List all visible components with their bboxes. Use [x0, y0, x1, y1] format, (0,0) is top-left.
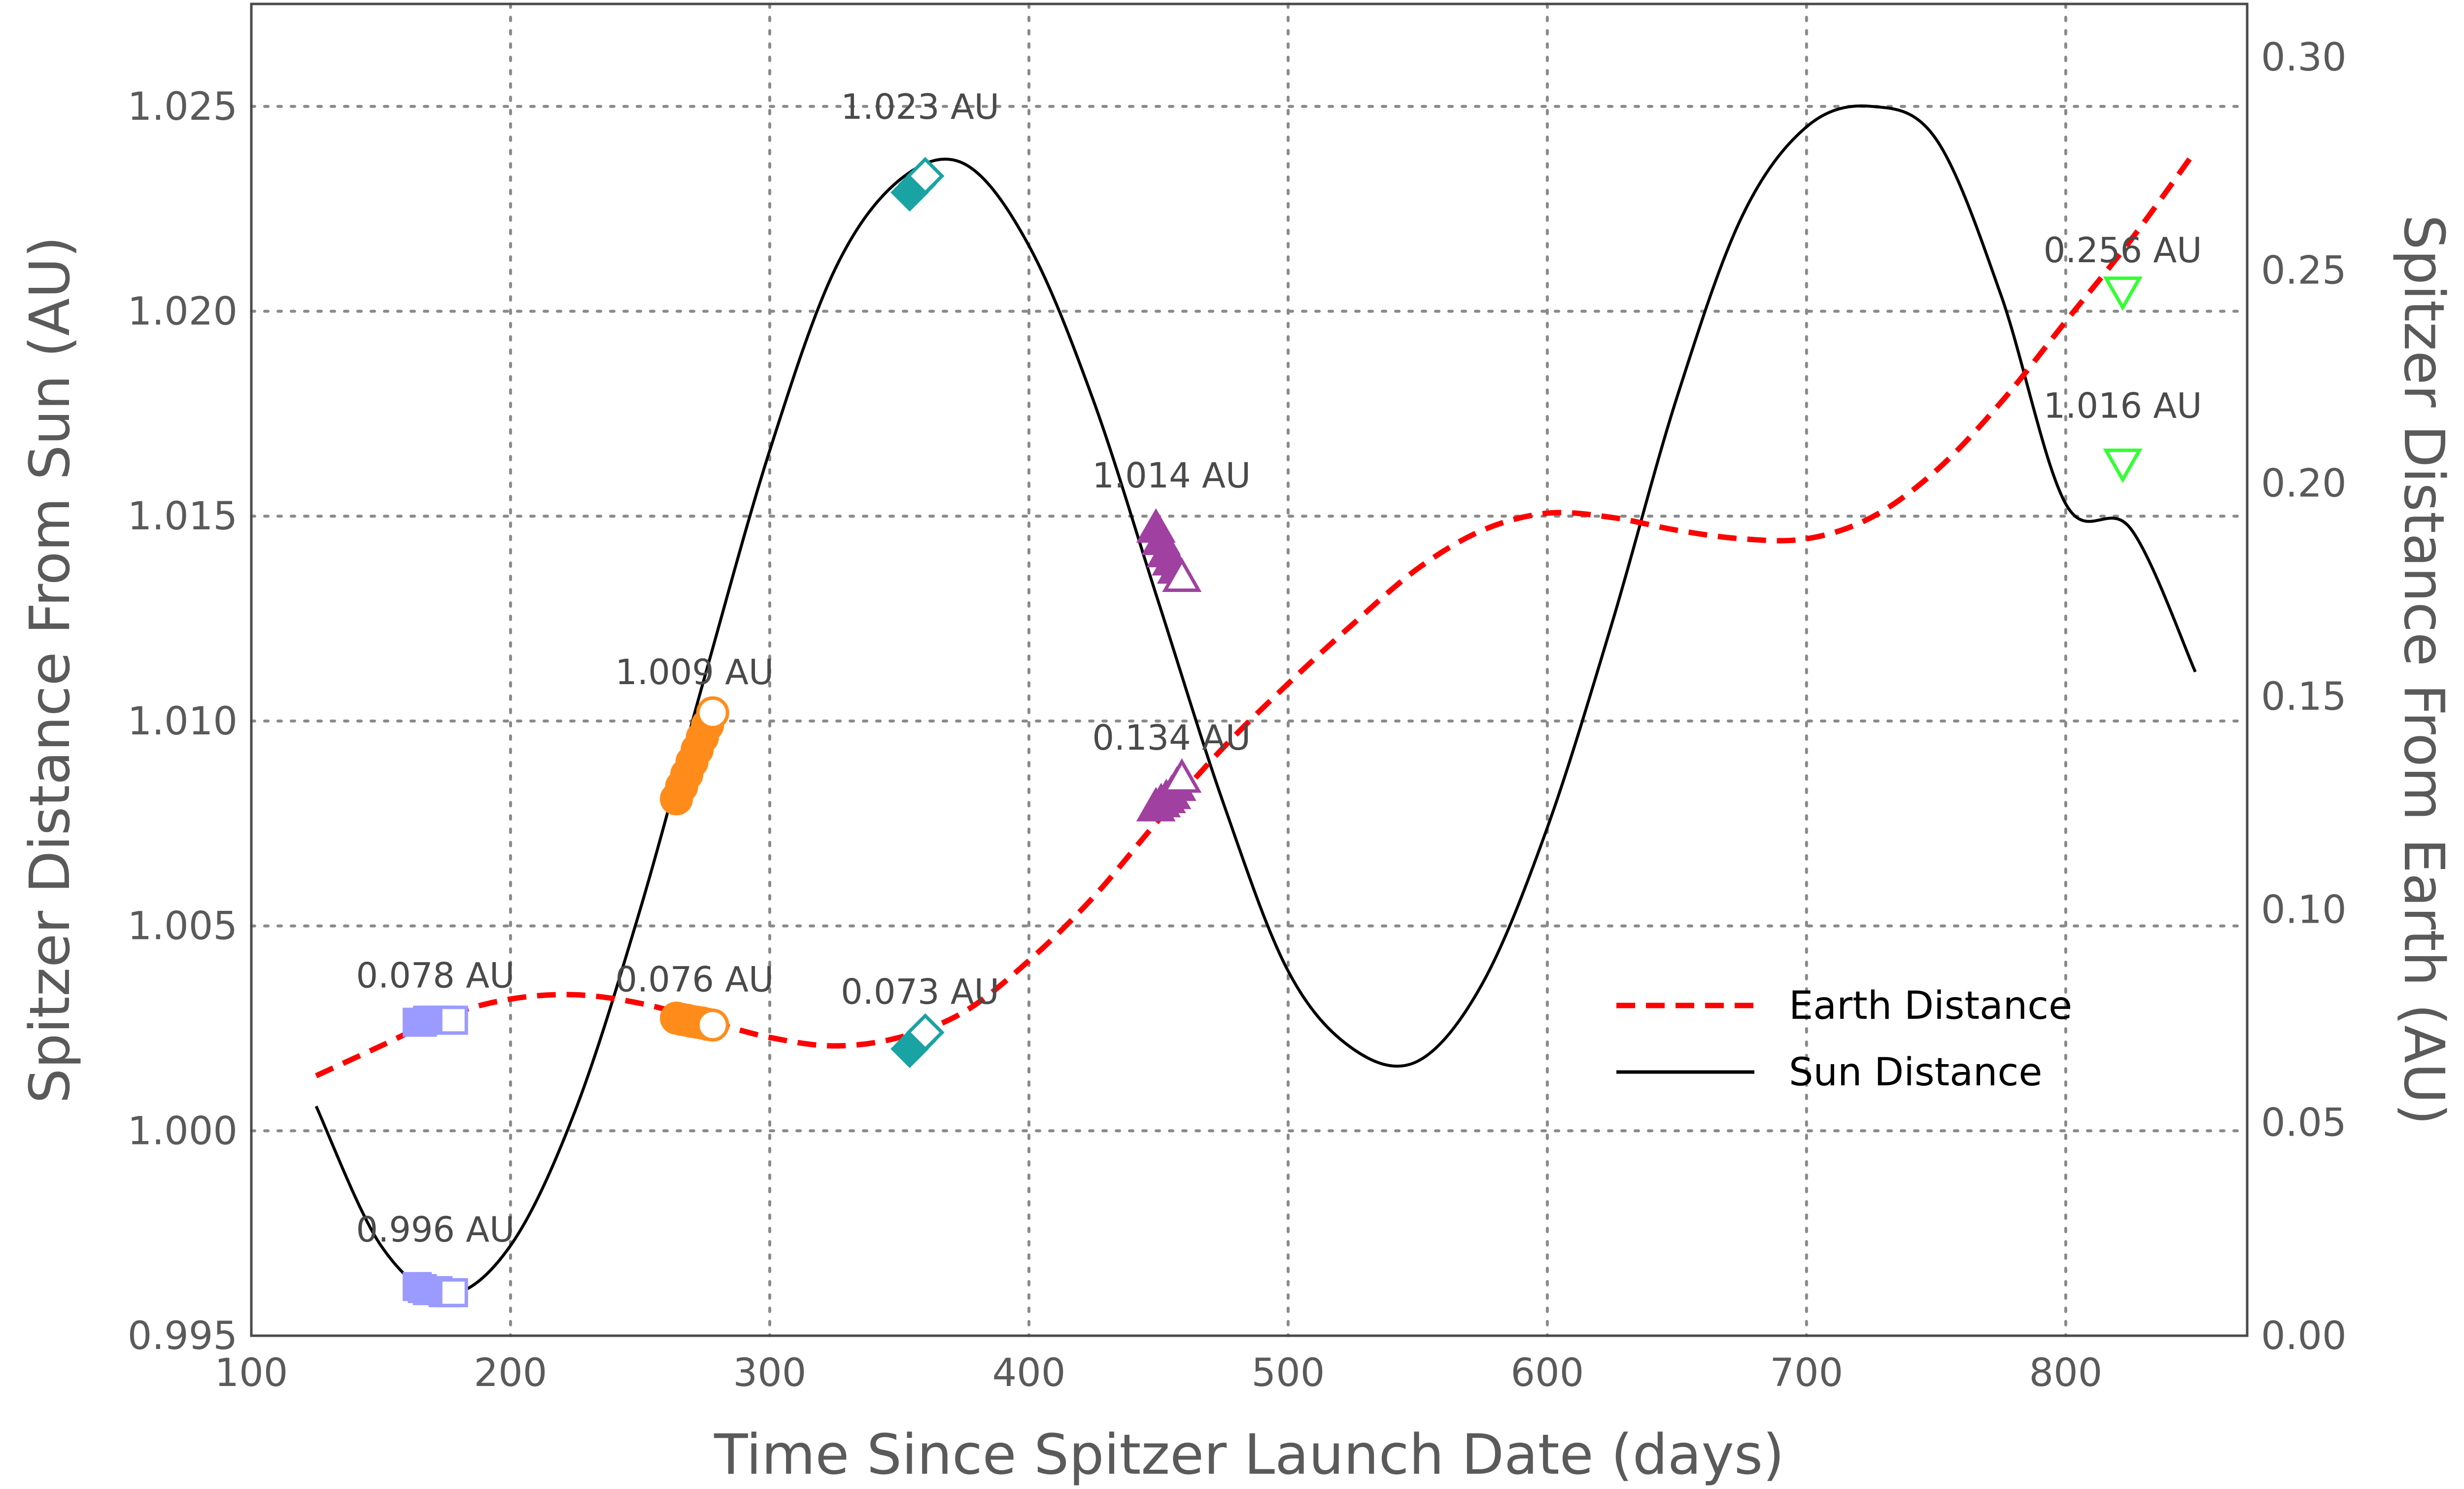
blue-squares-earth-marker: [439, 1005, 468, 1035]
right-y-tick-label: 0.20: [2261, 462, 2347, 506]
x-tick-label: 400: [992, 1351, 1065, 1395]
left-y-tick-label: 1.015: [128, 494, 238, 539]
right-y-tick-label: 0.15: [2261, 675, 2347, 719]
x-axis-title: Time Since Spitzer Launch Date (days): [714, 1423, 1784, 1487]
left-y-axis-title: Spitzer Distance From Sun (AU): [18, 236, 82, 1104]
left-y-tick-label: 1.010: [128, 699, 238, 744]
left-y-tick-label: 1.000: [128, 1109, 238, 1153]
annotation-label: 0.996 AU: [356, 1210, 515, 1250]
tick-layer: 100 200 300 400 500 600 700 800 0.995 1.000 1.005 1…: [128, 35, 2347, 1395]
annotation-label: 0.073 AU: [841, 972, 999, 1012]
grid: [250, 2, 2249, 1337]
x-tick-label: 700: [1770, 1351, 1843, 1395]
right-y-tick-label: 0.05: [2261, 1101, 2347, 1145]
left-y-tick-label: 1.020: [128, 290, 238, 334]
purple-triangles-earth-marker: [1162, 758, 1202, 793]
green-triangles-earth-marker: [2103, 276, 2143, 312]
x-tick-label: 200: [474, 1351, 548, 1395]
left-y-tick-label: 0.995: [128, 1314, 238, 1358]
annotation-label: 1.009 AU: [616, 652, 774, 693]
annotation-label: 0.256 AU: [2044, 230, 2202, 271]
teal-diamonds-earth-marker: [906, 1013, 945, 1052]
annotation-label: 1.016 AU: [2044, 386, 2202, 426]
right-y-axis-title: Spitzer Distance From Earth (AU): [2392, 215, 2456, 1125]
annotation-label: 0.076 AU: [616, 960, 774, 1000]
series-layer: [314, 104, 2198, 1296]
blue-squares-sun-marker: [439, 1278, 468, 1308]
marker-layer: [403, 157, 2143, 1308]
legend: Earth Distance Sun Distance: [1616, 984, 2072, 1095]
orange-circles-sun-marker: [696, 696, 729, 729]
annotation-label: 1.023 AU: [841, 87, 999, 127]
x-tick-label: 300: [733, 1351, 807, 1395]
right-y-tick-label: 0.00: [2261, 1314, 2347, 1358]
purple-triangles-sun-marker: [1162, 557, 1202, 592]
green-triangles-sun-marker: [2103, 449, 2143, 484]
annotation-label: 0.078 AU: [356, 955, 515, 996]
series-line-sun-distance: [314, 104, 2197, 1296]
series-line-earth-distance: [315, 149, 2198, 1078]
plot-frame: [250, 2, 2249, 1337]
x-tick-label: 800: [2029, 1351, 2102, 1395]
annotation-label: 1.014 AU: [1092, 455, 1251, 496]
right-y-tick-label: 0.25: [2261, 248, 2347, 293]
annotation-label: 0.134 AU: [1092, 718, 1251, 758]
x-tick-label: 600: [1510, 1351, 1584, 1395]
orange-circles-earth-marker: [696, 1008, 729, 1042]
legend-label-sun-distance: Sun Distance: [1789, 1050, 2042, 1095]
annotation-layer: 1.023 AU 1.014 AU 1.009 AU 0.996 AU 0.078 AU…: [356, 87, 2202, 1250]
x-tick-label: 500: [1251, 1351, 1325, 1395]
left-y-tick-label: 1.025: [128, 85, 238, 129]
legend-label-earth-distance: Earth Distance: [1789, 984, 2072, 1028]
right-y-tick-label: 0.30: [2261, 35, 2347, 80]
x-tick-label: 100: [215, 1351, 288, 1395]
left-y-tick-label: 1.005: [128, 904, 238, 949]
right-y-tick-label: 0.10: [2261, 888, 2347, 932]
teal-diamonds-sun-marker: [906, 157, 945, 196]
